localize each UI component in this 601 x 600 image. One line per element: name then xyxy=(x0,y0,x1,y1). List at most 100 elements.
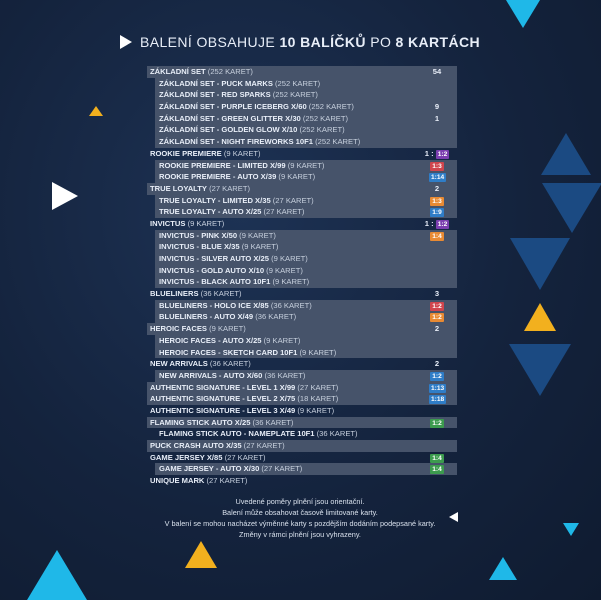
row-label: INVICTUS - PINK X/50 (9 KARET) xyxy=(159,230,276,240)
row-label: ZÁKLADNÍ SET - RED SPARKS (252 KARET) xyxy=(159,90,318,100)
cyan-triangle-small-right xyxy=(563,523,579,536)
table-row: INVICTUS - BLACK AUTO 10F1 (9 KARET) xyxy=(147,276,457,289)
table-row: GAME JERSEY X/85 (27 KARET) 1:4 xyxy=(147,452,457,464)
row-label: AUTHENTIC SIGNATURE - LEVEL 3 X/49 (9 KA… xyxy=(150,405,335,415)
table-row: NEW ARRIVALS - AUTO X/60 (36 KARET) 1:2 xyxy=(147,369,457,382)
table-row: HEROIC FACES (9 KARET) 2 xyxy=(147,323,457,335)
card-odds-table: ZÁKLADNÍ SET (252 KARET) 54 ZÁKLADNÍ SET -… xyxy=(147,66,457,487)
note-line: Změny v rámci plnění jsou vyhrazeny. xyxy=(239,530,361,539)
row-background xyxy=(155,229,457,242)
row-ratio: 2 xyxy=(434,183,440,193)
row-label: INVICTUS - BLACK AUTO 10F1 (9 KARET) xyxy=(159,277,310,287)
yellow-triangle-right xyxy=(524,303,556,331)
row-ratio: 3 xyxy=(434,289,440,299)
row-label: ZÁKLADNÍ SET (252 KARET) xyxy=(150,67,253,76)
navy-triangle-down-right-2 xyxy=(510,238,570,290)
yellow-triangle-bottom xyxy=(185,541,217,568)
row-label: TRUE LOYALTY - LIMITED X/35 (27 KARET) xyxy=(159,195,314,205)
table-row: AUTHENTIC SIGNATURE - LEVEL 2 X/75 (18 K… xyxy=(147,393,457,405)
cyan-triangle-bottom-left xyxy=(27,550,87,600)
row-label: HEROIC FACES - AUTO X/25 (9 KARET) xyxy=(159,335,301,345)
row-background xyxy=(155,369,457,382)
row-ratio: 2 xyxy=(434,359,440,369)
row-background xyxy=(155,276,457,289)
row-label: BLUELINERS - AUTO X/49 (36 KARET) xyxy=(159,312,297,322)
cyan-triangle-top-right xyxy=(506,0,540,28)
table-row: ZÁKLADNÍ SET - NIGHT FIREWORKS 10F1 (252… xyxy=(147,136,457,148)
row-ratio: 1:2 xyxy=(430,313,444,323)
row-label: ZÁKLADNÍ SET - GREEN GLITTER X/30 (252 K… xyxy=(159,113,349,123)
table-row: AUTHENTIC SIGNATURE - LEVEL 3 X/49 (9 KA… xyxy=(147,405,457,417)
table-row: TRUE LOYALTY - AUTO X/25 (27 KARET) 1:9 xyxy=(147,206,457,218)
row-ratio: 1:14 xyxy=(429,173,447,183)
row-background xyxy=(155,194,457,207)
table-row: HEROIC FACES - SKETCH CARD 10F1 (9 KARET… xyxy=(147,346,457,359)
table-row: ZÁKLADNÍ SET (252 KARET) 54 xyxy=(147,66,457,78)
row-ratio: 1:2 xyxy=(430,371,444,381)
table-row: TRUE LOYALTY (27 KARET) 2 xyxy=(147,182,457,195)
row-background xyxy=(155,299,457,312)
table-row: ROOKIE PREMIERE (9 KARET) 1 : 1:2 xyxy=(147,148,457,160)
disclaimer-notes: Uvedené poměry plnění jsou orientační. Ba… xyxy=(150,496,450,540)
title-text: BALENÍ OBSAHUJE 10 BALÍČKŮ PO 8 KARTÁCH xyxy=(140,34,481,50)
row-label: NEW ARRIVALS (36 KARET) xyxy=(150,359,251,369)
table-row: FLAMING STICK AUTO X/25 (36 KARET) 1:2 xyxy=(147,416,457,429)
row-ratio: 1:3 xyxy=(430,161,444,171)
row-ratio: 1 : 1:2 xyxy=(424,148,450,159)
table-row: ZÁKLADNÍ SET - PUCK MARKS (252 KARET) xyxy=(147,77,457,90)
row-label: INVICTUS - GOLD AUTO X/10 (9 KARET) xyxy=(159,265,303,275)
row-label: ROOKIE PREMIERE - LIMITED X/99 (9 KARET) xyxy=(159,160,325,170)
table-row: INVICTUS - BLUE X/35 (9 KARET) xyxy=(147,241,457,253)
row-ratio: 1:9 xyxy=(430,208,444,218)
row-label: BLUELINERS - HOLO ICE X/85 (36 KARET) xyxy=(159,300,312,310)
table-row: ZÁKLADNÍ SET - PURPLE ICEBERG X/60 (252 … xyxy=(147,101,457,113)
table-row: ZÁKLADNÍ SET - GOLDEN GLOW X/10 (252 KAR… xyxy=(147,124,457,137)
cyan-triangle-bottom-right xyxy=(489,557,517,580)
row-ratio: 1:18 xyxy=(429,395,447,405)
navy-triangle-down-right-3 xyxy=(509,344,571,396)
navy-triangle-up-right xyxy=(541,133,591,175)
row-label: INVICTUS (9 KARET) xyxy=(150,218,225,228)
row-background xyxy=(155,77,457,90)
row-background xyxy=(155,112,457,125)
table-row: TRUE LOYALTY - LIMITED X/35 (27 KARET) 1:… xyxy=(147,194,457,207)
table-row: ROOKIE PREMIERE - AUTO X/39 (9 KARET) 1:1… xyxy=(147,171,457,183)
row-ratio: 54 xyxy=(432,67,442,76)
row-background xyxy=(155,311,457,324)
note-line: Uvedené poměry plnění jsou orientační. xyxy=(235,497,365,506)
table-row: BLUELINERS - HOLO ICE X/85 (36 KARET) 1:2 xyxy=(147,299,457,312)
row-background xyxy=(155,463,457,476)
row-label: ZÁKLADNÍ SET - NIGHT FIREWORKS 10F1 (252… xyxy=(159,137,361,147)
row-ratio: 1:4 xyxy=(430,465,444,475)
table-row: UNIQUE MARK (27 KARET) xyxy=(147,475,457,487)
row-label: TRUE LOYALTY (27 KARET) xyxy=(150,183,251,193)
row-label: ZÁKLADNÍ SET - PURPLE ICEBERG X/60 (252 … xyxy=(159,102,354,112)
row-ratio: 1:2 xyxy=(430,418,444,428)
table-row: BLUELINERS (36 KARET) 3 xyxy=(147,288,457,300)
play-icon xyxy=(120,35,132,49)
row-ratio: 1 xyxy=(434,113,440,123)
row-label: BLUELINERS (36 KARET) xyxy=(150,289,242,299)
row-background xyxy=(155,101,457,113)
row-label: TRUE LOYALTY - AUTO X/25 (27 KARET) xyxy=(159,207,305,217)
table-row: AUTHENTIC SIGNATURE - LEVEL 1 X/99 (27 K… xyxy=(147,381,457,394)
table-row: ZÁKLADNÍ SET - RED SPARKS (252 KARET) xyxy=(147,89,457,102)
row-background xyxy=(155,334,457,347)
row-ratio: 2 xyxy=(434,324,440,334)
row-label: ROOKIE PREMIERE (9 KARET) xyxy=(150,148,261,158)
row-ratio: 1 : 1:2 xyxy=(424,218,450,229)
row-label: UNIQUE MARK (27 KARET) xyxy=(150,476,248,486)
note-line: V balení se mohou nacházet výměnné karty… xyxy=(164,519,436,528)
row-label: INVICTUS - SILVER AUTO X/25 (9 KARET) xyxy=(159,254,308,263)
row-background xyxy=(155,124,457,137)
row-label: FLAMING STICK AUTO - NAMEPLATE 10F1 (36 … xyxy=(159,429,358,439)
row-label: HEROIC FACES - SKETCH CARD 10F1 (9 KARET… xyxy=(159,347,337,357)
row-label: FLAMING STICK AUTO X/25 (36 KARET) xyxy=(150,417,294,427)
row-label: AUTHENTIC SIGNATURE - LEVEL 1 X/99 (27 K… xyxy=(150,382,339,392)
row-background xyxy=(155,346,457,359)
white-play-triangle xyxy=(52,182,78,210)
row-ratio: 9 xyxy=(434,102,440,112)
row-label: PUCK CRASH AUTO X/35 (27 KARET) xyxy=(150,441,285,450)
note-line: Balení může obsahovat časově limitované … xyxy=(222,508,378,517)
row-label: GAME JERSEY X/85 (27 KARET) xyxy=(150,452,266,462)
